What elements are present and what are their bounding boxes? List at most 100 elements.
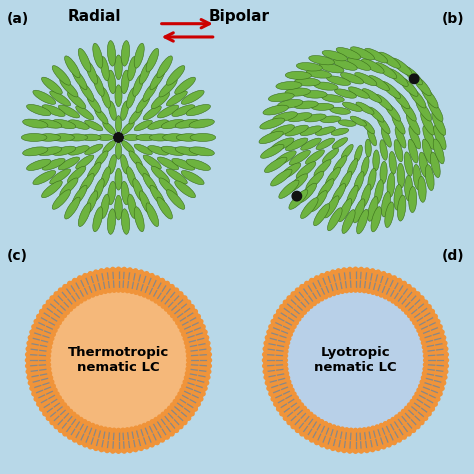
Circle shape [304, 281, 309, 286]
Circle shape [206, 346, 211, 351]
Circle shape [62, 431, 67, 437]
Ellipse shape [42, 105, 65, 117]
Circle shape [302, 310, 307, 315]
Ellipse shape [37, 119, 62, 128]
Circle shape [315, 299, 320, 304]
Circle shape [288, 383, 293, 389]
Ellipse shape [143, 106, 161, 120]
Circle shape [319, 419, 324, 424]
Circle shape [104, 448, 109, 453]
Ellipse shape [87, 95, 101, 113]
Ellipse shape [348, 87, 369, 98]
Circle shape [72, 278, 77, 283]
Ellipse shape [64, 56, 80, 78]
Ellipse shape [143, 173, 158, 193]
Circle shape [207, 364, 212, 369]
Text: (b): (b) [442, 12, 465, 26]
Circle shape [401, 409, 406, 414]
Ellipse shape [134, 144, 152, 155]
Ellipse shape [79, 82, 94, 101]
Ellipse shape [23, 119, 48, 128]
Circle shape [62, 402, 67, 408]
Ellipse shape [420, 112, 435, 135]
Ellipse shape [50, 91, 71, 106]
Ellipse shape [146, 48, 159, 72]
Ellipse shape [301, 138, 321, 150]
Ellipse shape [166, 169, 187, 184]
Circle shape [422, 366, 428, 372]
Circle shape [99, 426, 104, 431]
Circle shape [421, 340, 426, 346]
Circle shape [264, 335, 270, 340]
Circle shape [398, 304, 403, 309]
Circle shape [181, 332, 186, 337]
Ellipse shape [103, 140, 116, 153]
Circle shape [439, 329, 445, 335]
Circle shape [94, 291, 100, 296]
Ellipse shape [389, 152, 396, 174]
Ellipse shape [264, 157, 287, 173]
Circle shape [397, 278, 402, 283]
Ellipse shape [134, 207, 144, 232]
Circle shape [442, 340, 447, 346]
Ellipse shape [302, 91, 327, 98]
Circle shape [167, 406, 172, 411]
Ellipse shape [97, 135, 114, 141]
Circle shape [435, 319, 440, 324]
Circle shape [103, 427, 108, 432]
Ellipse shape [394, 184, 402, 210]
Circle shape [391, 299, 396, 304]
Circle shape [53, 328, 58, 333]
Circle shape [202, 386, 208, 391]
Circle shape [418, 383, 423, 389]
Circle shape [292, 392, 297, 397]
Ellipse shape [434, 125, 446, 150]
Circle shape [184, 340, 189, 346]
Circle shape [62, 313, 67, 318]
Circle shape [416, 387, 421, 392]
Circle shape [68, 409, 73, 414]
Ellipse shape [186, 159, 210, 171]
Ellipse shape [157, 157, 179, 170]
Ellipse shape [87, 162, 101, 180]
Circle shape [319, 296, 324, 301]
Circle shape [263, 346, 268, 351]
Circle shape [54, 291, 59, 296]
Ellipse shape [409, 186, 417, 212]
Circle shape [286, 336, 292, 341]
Circle shape [336, 426, 341, 431]
Ellipse shape [50, 169, 71, 184]
Ellipse shape [100, 194, 109, 219]
Circle shape [88, 444, 93, 449]
Circle shape [309, 438, 314, 443]
Ellipse shape [143, 155, 161, 169]
Circle shape [327, 292, 332, 298]
Circle shape [185, 366, 191, 372]
Circle shape [116, 288, 121, 293]
Circle shape [54, 424, 59, 429]
Ellipse shape [159, 178, 177, 196]
Circle shape [366, 289, 371, 294]
Circle shape [82, 442, 88, 447]
Circle shape [271, 396, 276, 401]
Ellipse shape [394, 140, 403, 162]
Circle shape [418, 332, 423, 337]
Ellipse shape [375, 94, 392, 110]
Circle shape [39, 407, 44, 412]
Ellipse shape [274, 151, 296, 165]
Ellipse shape [295, 78, 320, 86]
Circle shape [116, 266, 121, 272]
Circle shape [330, 269, 336, 274]
Circle shape [157, 301, 162, 306]
Ellipse shape [285, 88, 310, 96]
Ellipse shape [361, 184, 371, 208]
Circle shape [25, 358, 30, 363]
Circle shape [283, 416, 288, 421]
Circle shape [407, 284, 412, 289]
Circle shape [120, 288, 126, 293]
Ellipse shape [296, 162, 316, 178]
Circle shape [179, 328, 184, 333]
Circle shape [27, 335, 33, 340]
Circle shape [315, 417, 320, 422]
Ellipse shape [42, 158, 65, 170]
